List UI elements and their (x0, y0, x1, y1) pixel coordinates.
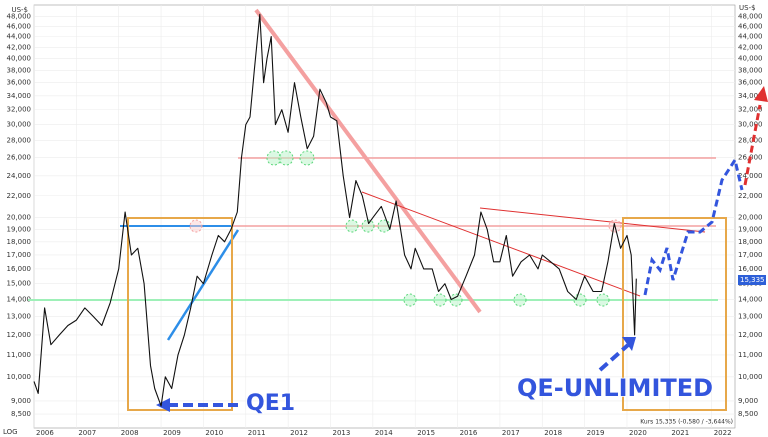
x-tick-label: 2021 (671, 429, 689, 437)
y-tick-label: 36,000 (7, 79, 32, 87)
y-tick-label: 46,000 (7, 22, 32, 30)
y-tick-label: 44,000 (738, 33, 763, 41)
arrow (598, 343, 630, 372)
x-tick-label: 2007 (78, 429, 96, 437)
plot (33, 13, 637, 407)
y-tick-label: 14,000 (738, 296, 763, 304)
y-tick-label: 12,000 (7, 331, 32, 339)
x-tick-label: 2011 (248, 429, 266, 437)
y-tick-label: 17,000 (738, 251, 763, 259)
x-tick-label: 2012 (290, 429, 308, 437)
y-tick-label: 32,000 (738, 106, 763, 114)
x-tick-label: 2022 (714, 429, 732, 437)
grid: 8,500 8,500 9,000 9,000 10,000 10,000 11,000 11… (7, 4, 763, 437)
y-tick-label: 28,000 (7, 136, 32, 144)
y-tick-label: 40,000 (738, 55, 763, 63)
y-tick-label: 8,500 (738, 410, 758, 418)
qe-box (127, 217, 233, 411)
y-tick-label: 20,000 (738, 214, 763, 222)
y-tick-label: 48,000 (7, 13, 32, 21)
y-tick-label: 10,000 (738, 373, 763, 381)
arrow-head (156, 398, 170, 412)
y-tick-label: 26,000 (7, 153, 32, 161)
trend-line (361, 191, 641, 297)
y-tick-label: 30,000 (7, 121, 32, 129)
y-tick-label: 30,000 (738, 121, 763, 129)
x-tick-label: 2019 (587, 429, 605, 437)
drawings (28, 8, 768, 412)
x-tick-label: 2016 (460, 429, 478, 437)
y-tick-label: 34,000 (738, 92, 763, 100)
y-tick-label: 38,000 (7, 66, 32, 74)
unit-label: US-$ (11, 6, 28, 14)
y-tick-label: 20,000 (7, 214, 32, 222)
y-tick-label: 34,000 (7, 92, 32, 100)
y-tick-label: 22,000 (738, 192, 763, 200)
y-tick-label: 16,000 (738, 265, 763, 273)
price-line (33, 13, 637, 407)
annotation: QE-UNLIMITED (517, 374, 713, 402)
x-tick-label: 2009 (163, 429, 181, 437)
y-tick-label: 15,000 (7, 280, 32, 288)
arrow-head (622, 337, 636, 351)
trend-line (166, 229, 240, 341)
x-tick-label: 2015 (417, 429, 435, 437)
y-tick-label: 11,000 (7, 351, 32, 359)
y-tick-label: 32,000 (7, 106, 32, 114)
x-tick-label: 2013 (332, 429, 350, 437)
y-tick-label: 19,000 (7, 225, 32, 233)
y-tick-label: 10,000 (7, 373, 32, 381)
quote-text: Kurs 15,335 (-0,580 / -3,644%) (640, 419, 733, 426)
y-tick-label: 17,000 (7, 251, 32, 259)
y-tick-label: 24,000 (7, 172, 32, 180)
y-tick-label: 22,000 (7, 192, 32, 200)
projection (643, 156, 744, 296)
y-tick-label: 44,000 (7, 33, 32, 41)
y-tick-label: 48,000 (738, 13, 763, 21)
y-tick-label: 19,000 (738, 225, 763, 233)
y-tick-label: 42,000 (738, 43, 763, 51)
y-tick-label: 16,000 (7, 265, 32, 273)
x-tick-label: 2010 (205, 429, 223, 437)
qe-box (622, 217, 727, 411)
scale-label: LOG (3, 428, 18, 436)
trend-line (479, 207, 706, 233)
y-tick-label: 36,000 (738, 79, 763, 87)
y-tick-label: 8,500 (11, 410, 31, 418)
projection (743, 104, 762, 186)
y-tick-label: 14,000 (7, 296, 32, 304)
y-tick-label: 18,000 (738, 238, 763, 246)
last-value-box (738, 275, 766, 285)
x-tick-label: 2008 (121, 429, 139, 437)
y-tick-label: 28,000 (738, 136, 763, 144)
last-value-label: 15,335 (740, 276, 765, 284)
markers (266, 150, 610, 307)
x-tick-label: 2018 (544, 429, 562, 437)
unit-label: US-$ (739, 4, 756, 12)
y-tick-label: 24,000 (738, 172, 763, 180)
y-tick-label: 13,000 (7, 313, 32, 321)
x-tick-label: 2014 (375, 429, 393, 437)
trend-line (254, 8, 482, 314)
y-tick-label: 40,000 (7, 55, 32, 63)
arrow-head (754, 86, 768, 102)
y-tick-label: 42,000 (7, 43, 32, 51)
x-tick-label: 2017 (502, 429, 520, 437)
y-tick-label: 13,000 (738, 313, 763, 321)
annotation: QE1 (246, 391, 295, 416)
y-tick-label: 38,000 (738, 66, 763, 74)
y-tick-label: 12,000 (738, 331, 763, 339)
x-tick-label: 2006 (36, 429, 54, 437)
y-tick-label: 9,000 (738, 397, 758, 405)
y-tick-label: 18,000 (7, 238, 32, 246)
x-tick-label: 2020 (629, 429, 647, 437)
y-tick-label: 9,000 (11, 397, 31, 405)
y-tick-label: 11,000 (738, 351, 763, 359)
y-tick-label: 46,000 (738, 22, 763, 30)
